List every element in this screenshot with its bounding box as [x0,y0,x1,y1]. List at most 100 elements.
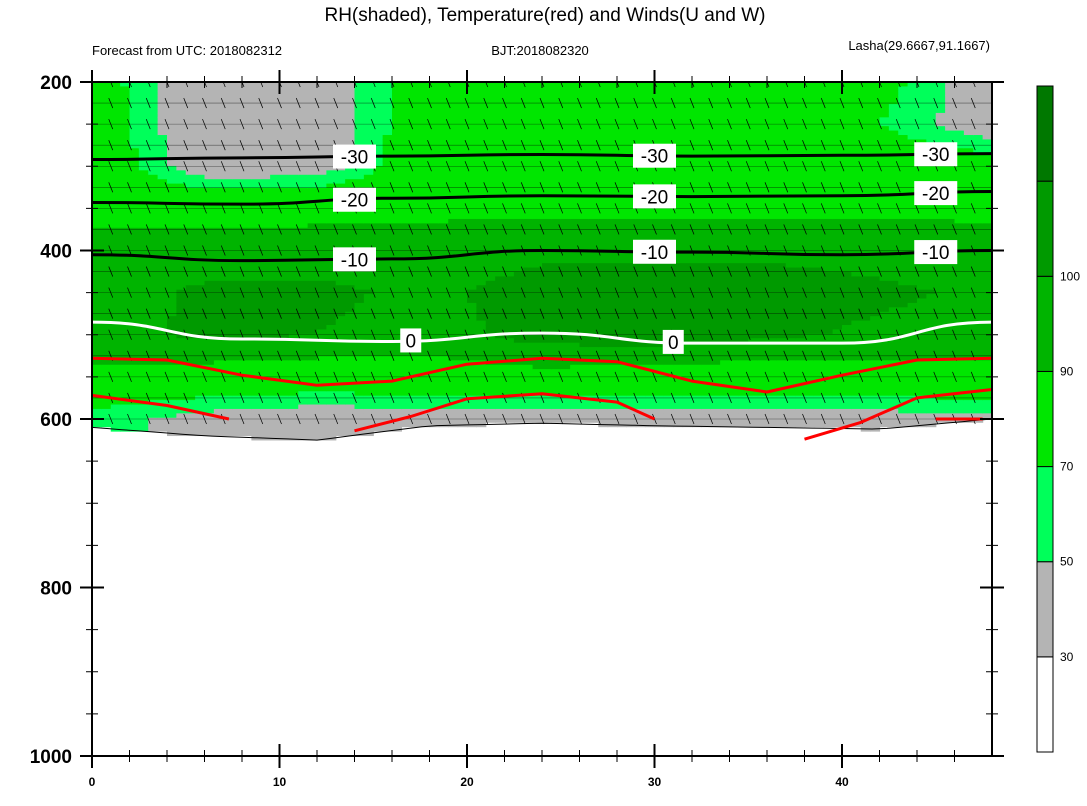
rh-cell [288,276,299,282]
rh-cell [148,227,159,233]
rh-cell [101,218,112,224]
rh-cell [607,364,618,370]
rh-cell [213,267,224,273]
rh-cell [654,382,665,388]
rh-cell [279,329,290,335]
rh-cell [467,108,477,114]
rh-cell [401,294,412,300]
rh-cell [523,294,534,300]
rh-cell [251,276,262,282]
rh-cell [570,298,581,304]
rh-cell [176,99,187,105]
rh-cell [457,417,468,423]
rh-cell [504,417,515,423]
rh-cell [110,280,121,286]
rh-cell [92,382,102,388]
rh-cell [645,351,656,357]
rh-cell [129,276,140,282]
rh-cell [288,108,299,114]
rh-cell [251,188,262,194]
rh-cell [532,165,543,171]
rh-cell [138,408,149,414]
rh-cell [138,249,149,255]
rh-cell [326,241,337,247]
rh-cell [260,307,271,313]
rh-cell [570,139,581,145]
rh-cell [288,99,299,105]
rh-cell [326,214,337,220]
rh-cell [251,170,262,176]
rh-cell [457,267,468,273]
rh-cell [213,241,224,247]
rh-cell [645,214,656,220]
rh-cell [167,302,177,308]
rh-cell [110,223,121,229]
rh-cell [485,302,496,308]
rh-cell [270,347,281,353]
rh-cell [363,276,374,282]
rh-cell [167,316,177,322]
rh-cell [138,139,149,145]
rh-cell [279,196,290,202]
rh-cell [317,329,327,335]
rh-cell [560,165,571,171]
rh-cell [335,271,346,277]
rh-cell [373,276,384,282]
rh-cell [607,271,618,277]
rh-cell [392,82,402,88]
rh-cell [513,360,524,366]
rh-cell [345,104,356,110]
rh-cell [120,386,131,392]
rh-cell [504,351,515,357]
rh-cell [270,236,281,242]
rh-cell [242,254,252,260]
rh-cell [176,152,187,158]
rh-cell [92,404,102,410]
rh-cell [270,152,281,158]
rh-cell [448,355,459,361]
rh-cell [204,249,215,255]
rh-cell [223,285,234,291]
rh-cell [167,360,177,366]
rh-cell [551,188,562,194]
rh-cell [288,426,299,432]
rh-cell [204,294,215,300]
rh-cell [523,311,534,317]
rh-cell [457,99,468,105]
rh-cell [242,130,252,136]
rh-cell [457,408,468,414]
rh-cell [551,280,562,286]
rh-cell [560,148,571,154]
rh-cell [242,289,252,295]
rh-cell [204,139,215,145]
rh-cell [185,104,196,110]
rh-cell [504,139,515,145]
rh-cell [260,218,271,224]
rh-cell [617,307,627,313]
rh-cell [363,404,374,410]
rh-cell [485,355,496,361]
rh-cell [232,338,243,344]
rh-cell [485,404,496,410]
rh-cell [335,82,346,88]
rh-cell [317,161,327,167]
rh-cell [288,422,299,428]
rh-cell [645,280,656,286]
rh-cell [242,139,252,145]
rh-cell [513,417,524,423]
rh-cell [251,400,262,406]
rh-cell [148,386,159,392]
rh-cell [279,298,290,304]
rh-cell [523,82,534,88]
rh-cell [532,201,543,207]
rh-cell [382,218,393,224]
rh-cell [354,342,365,348]
rh-cell [270,227,281,233]
rh-cell [401,170,412,176]
rh-cell [110,139,121,145]
rh-cell [617,404,627,410]
rh-cell [110,161,121,167]
rh-cell [420,369,431,375]
rh-cell [420,161,431,167]
rh-cell [213,152,224,158]
